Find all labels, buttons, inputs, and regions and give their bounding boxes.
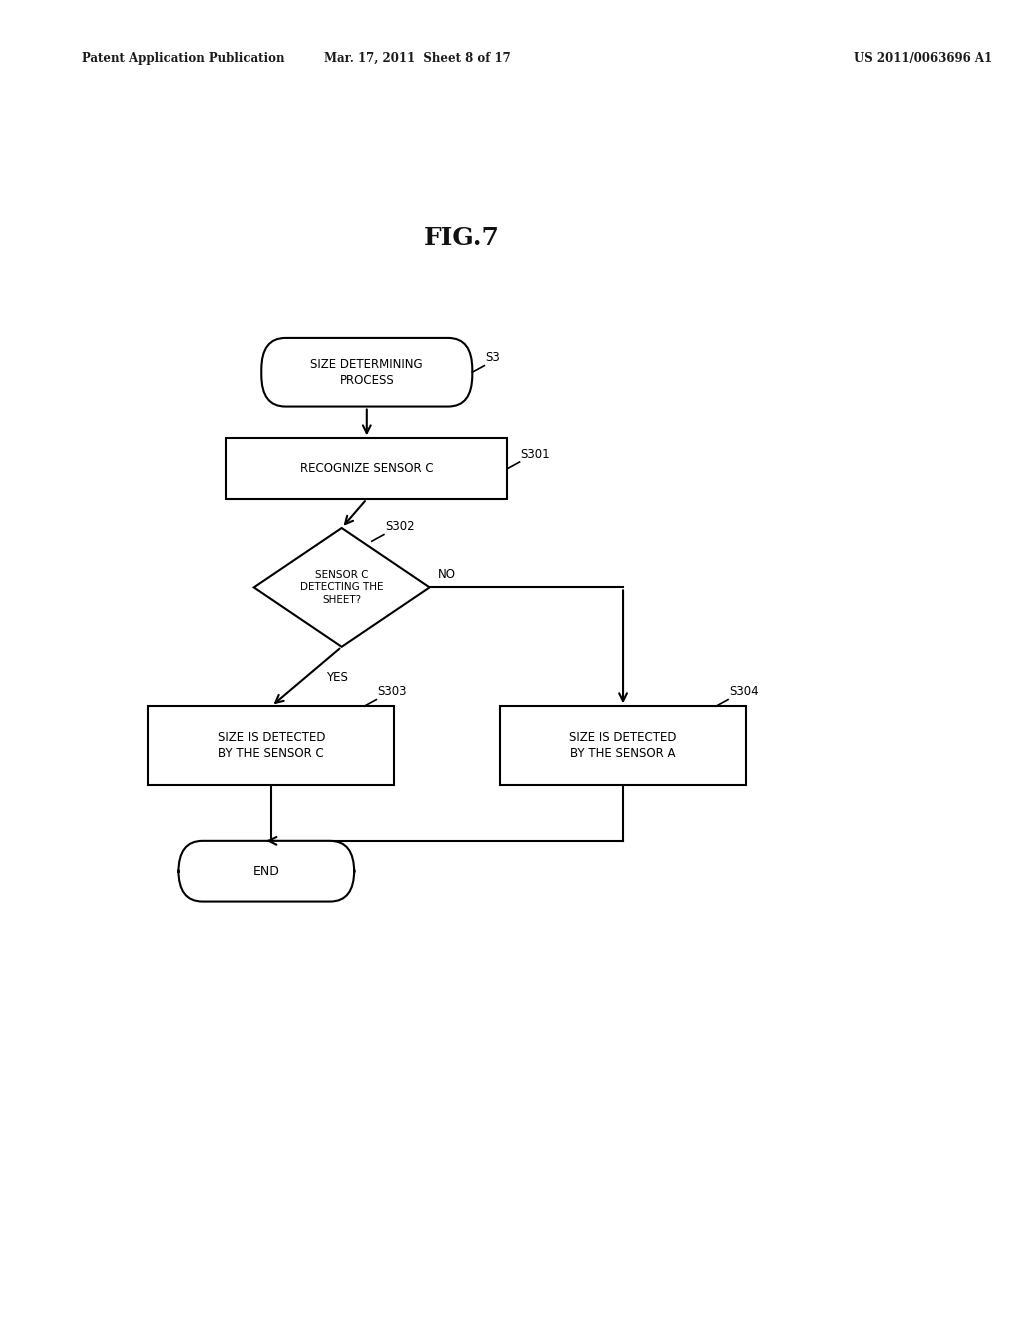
Text: Mar. 17, 2011  Sheet 8 of 17: Mar. 17, 2011 Sheet 8 of 17 — [324, 51, 510, 65]
Text: Patent Application Publication: Patent Application Publication — [82, 51, 285, 65]
Text: NO: NO — [437, 568, 456, 581]
Text: FIG.7: FIG.7 — [424, 226, 500, 249]
Bar — [226, 438, 508, 499]
Text: SIZE IS DETECTED
BY THE SENSOR C: SIZE IS DETECTED BY THE SENSOR C — [217, 731, 325, 760]
Polygon shape — [254, 528, 430, 647]
Text: S304: S304 — [729, 685, 759, 698]
Text: S3: S3 — [485, 351, 500, 364]
Text: RECOGNIZE SENSOR C: RECOGNIZE SENSOR C — [300, 462, 433, 475]
Text: SIZE DETERMINING
PROCESS: SIZE DETERMINING PROCESS — [310, 358, 423, 387]
Text: S301: S301 — [520, 447, 550, 461]
Text: S303: S303 — [378, 685, 407, 698]
FancyBboxPatch shape — [261, 338, 472, 407]
Text: SENSOR C
DETECTING THE
SHEET?: SENSOR C DETECTING THE SHEET? — [300, 570, 383, 605]
Bar — [500, 706, 746, 785]
Bar — [148, 706, 394, 785]
Text: S302: S302 — [385, 520, 415, 533]
Text: US 2011/0063696 A1: US 2011/0063696 A1 — [854, 51, 992, 65]
Text: SIZE IS DETECTED
BY THE SENSOR A: SIZE IS DETECTED BY THE SENSOR A — [569, 731, 677, 760]
Text: END: END — [253, 865, 280, 878]
FancyBboxPatch shape — [178, 841, 354, 902]
Text: YES: YES — [326, 671, 347, 684]
